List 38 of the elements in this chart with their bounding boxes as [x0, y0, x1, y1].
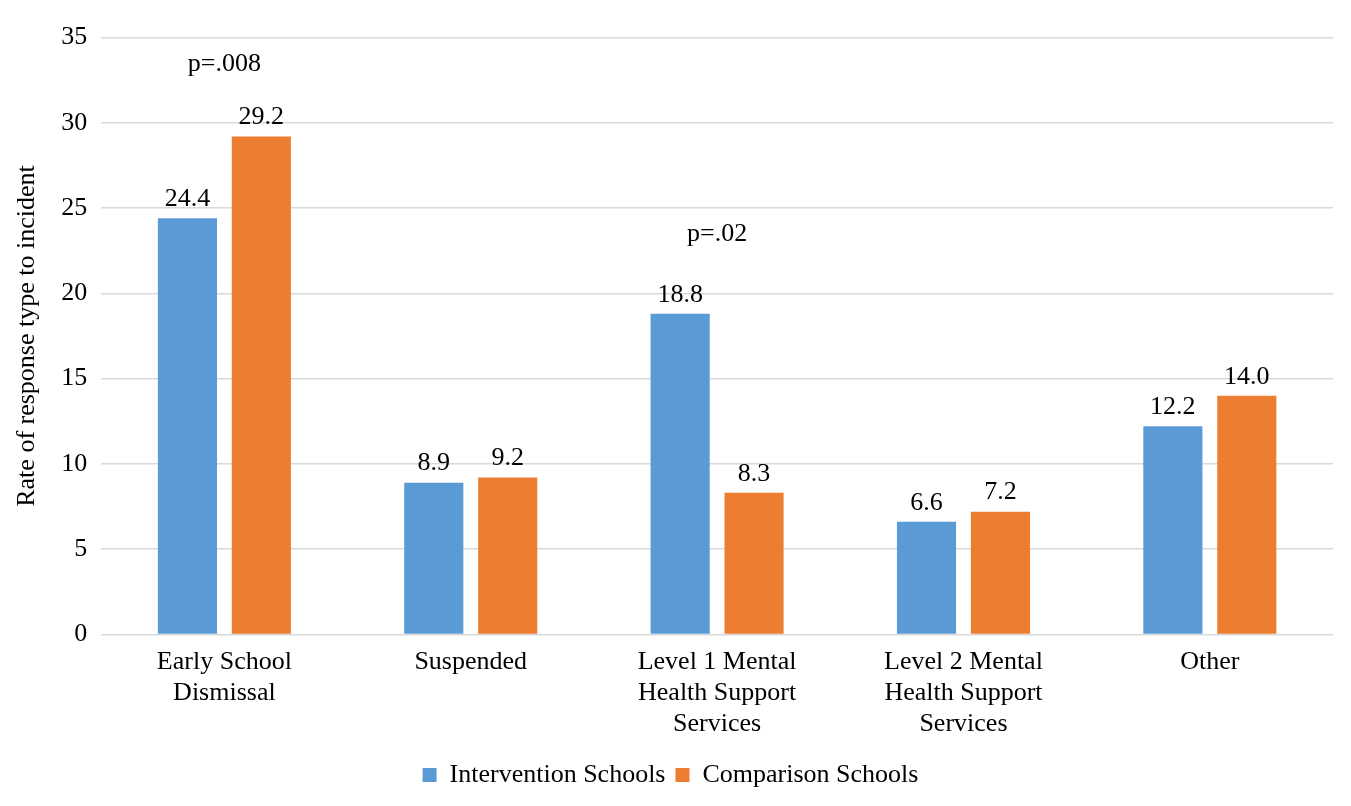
x-tick-label: Level 2 Mental Health Support Services — [884, 645, 1044, 738]
x-tick-label: Suspended — [414, 645, 528, 675]
legend-label: Intervention Schools — [449, 758, 666, 788]
x-tick-label: Other — [1180, 645, 1240, 675]
data-label: 14.0 — [1224, 360, 1270, 390]
annotation: p=.02 — [687, 218, 748, 248]
bar — [404, 482, 464, 634]
bar — [970, 511, 1030, 634]
bar — [724, 492, 784, 634]
bar — [1217, 395, 1277, 634]
bar — [1143, 426, 1203, 634]
x-tick-label: Level 1 Mental Health Support Services — [637, 645, 797, 738]
data-label: 18.8 — [657, 278, 703, 308]
data-label: 8.9 — [417, 447, 451, 477]
annotation: p=.008 — [187, 48, 261, 78]
data-label: 24.4 — [164, 183, 211, 213]
x-tick-label: Early School Dismissal — [156, 645, 292, 707]
data-label: 7.2 — [984, 476, 1017, 506]
data-label: 29.2 — [238, 101, 285, 131]
bar — [478, 477, 538, 634]
y-tick-label: 35 — [61, 21, 88, 51]
y-tick-label: 10 — [61, 447, 88, 477]
bar — [650, 313, 710, 634]
y-tick-label: 30 — [61, 106, 88, 136]
data-label: 9.2 — [491, 442, 524, 472]
bar — [157, 218, 217, 634]
bar — [896, 521, 957, 634]
data-label: 6.6 — [910, 486, 943, 516]
y-tick-label: 5 — [74, 532, 88, 562]
y-axis-title: Rate of response type to incident — [11, 164, 41, 507]
y-tick-label: 0 — [74, 618, 88, 648]
data-label: 8.3 — [737, 457, 771, 487]
y-tick-label: 25 — [61, 191, 88, 221]
y-tick-label: 15 — [61, 362, 88, 392]
legend-label: Comparison Schools — [702, 758, 919, 788]
bar — [231, 136, 291, 634]
data-label: 12.2 — [1150, 391, 1196, 421]
y-tick-label: 20 — [61, 277, 88, 307]
